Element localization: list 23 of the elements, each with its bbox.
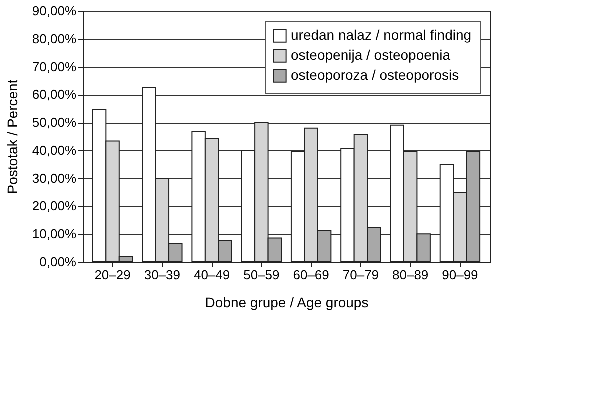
x-tick-label: 90–99: [442, 268, 478, 282]
y-tick-label: 40,00%: [32, 142, 77, 158]
y-tick-label: 70,00%: [32, 59, 77, 74]
y-tick-label: 10,00%: [32, 226, 77, 242]
x-tick-label: 60–69: [293, 268, 330, 282]
y-tick-label: 30,00%: [32, 170, 77, 186]
y-tick-label: 90,00%: [32, 4, 77, 18]
y-tick-label: 60,00%: [32, 87, 77, 102]
x-tick-label: 80–89: [392, 268, 429, 282]
x-axis-title: Dobne grupe / Age groups: [205, 294, 369, 310]
legend-label: uredan nalaz / normal finding: [291, 27, 472, 43]
x-tick-label: 70–79: [342, 268, 380, 282]
y-tick-label: 0,00%: [40, 254, 77, 270]
x-tick-label: 40–49: [194, 268, 230, 282]
legend-label: osteoporoza / osteoporosis: [291, 67, 460, 83]
x-tick-label: 20–29: [94, 268, 131, 282]
legend-label: osteopenija / osteopoenia: [291, 47, 451, 63]
y-tick-label: 50,00%: [32, 115, 77, 130]
x-tick-label: 30–39: [144, 268, 180, 282]
y-tick-label: 80,00%: [32, 31, 77, 46]
y-tick-label: 20,00%: [32, 198, 77, 214]
y-axis-title: Postotak / Percent: [4, 80, 20, 194]
x-tick-label: 50–59: [244, 268, 280, 282]
